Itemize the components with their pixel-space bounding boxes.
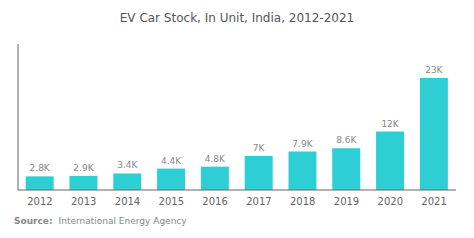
svg-text:2018: 2018	[290, 196, 315, 207]
html-text:Source:: Source:	[14, 216, 53, 226]
svg-text:7.9K: 7.9K	[292, 139, 313, 149]
svg-text:2016: 2016	[202, 196, 227, 207]
html-text:International Energy Agency: International Energy Agency	[58, 216, 187, 226]
svg-text:4.4K: 4.4K	[161, 156, 182, 166]
svg-text:2019: 2019	[334, 196, 359, 207]
svg-text:2013: 2013	[71, 196, 96, 207]
svg-text:7K: 7K	[253, 143, 266, 153]
svg-text:2.8K: 2.8K	[30, 163, 51, 173]
html-text:EV Car Stock, In Unit, India,: EV Car Stock, In Unit, India, 2012-2021	[119, 11, 355, 25]
svg-text:23K: 23K	[425, 65, 443, 75]
svg-text:2017: 2017	[246, 196, 271, 207]
svg-text:3.4K: 3.4K	[117, 160, 138, 170]
svg-text:4.8K: 4.8K	[205, 154, 226, 164]
svg-text:2020: 2020	[378, 196, 403, 207]
svg-text:8.6K: 8.6K	[336, 135, 357, 145]
svg-text:2021: 2021	[421, 196, 446, 207]
svg-text:2015: 2015	[159, 196, 184, 207]
svg-text:2.9K: 2.9K	[73, 163, 94, 173]
svg-text:2012: 2012	[27, 196, 52, 207]
svg-text:12K: 12K	[381, 119, 399, 129]
svg-text:2014: 2014	[115, 196, 140, 207]
